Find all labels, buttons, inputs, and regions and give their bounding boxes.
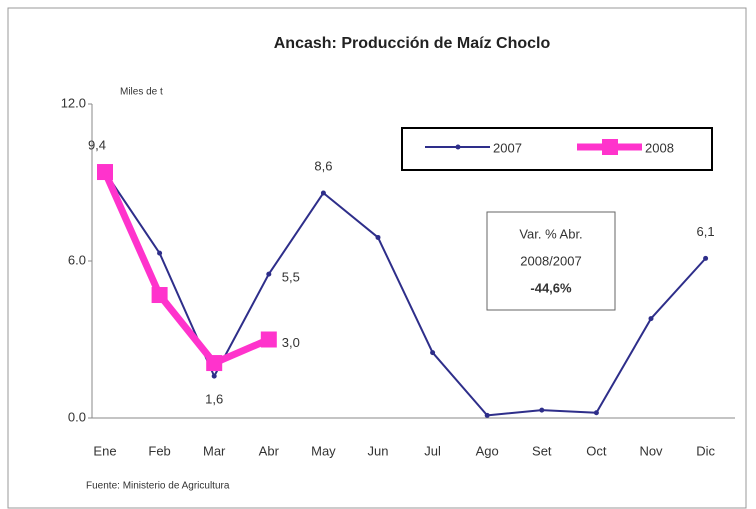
- data-label: 3,0: [282, 335, 300, 350]
- x-tick-label: Ene: [93, 443, 116, 458]
- point: [260, 331, 277, 348]
- point: [211, 373, 217, 379]
- legend-marker: [602, 139, 618, 155]
- x-tick-label: Nov: [639, 443, 663, 458]
- x-tick-label: Jul: [424, 443, 441, 458]
- x-tick-label: May: [311, 443, 336, 458]
- x-tick-label: Jun: [368, 443, 389, 458]
- legend-marker: [455, 144, 461, 150]
- point: [484, 412, 490, 418]
- x-tick-label: Dic: [696, 443, 715, 458]
- series-line: [101, 170, 271, 367]
- y-tick-label: 6.0: [68, 252, 86, 267]
- legend-label: 2007: [493, 140, 522, 155]
- data-label: 5,5: [282, 270, 300, 285]
- x-tick-label: Ago: [476, 443, 499, 458]
- annotation: 2008/2007: [520, 253, 581, 268]
- annotation: Var. % Abr.: [519, 226, 582, 241]
- x-tick-label: Set: [532, 443, 552, 458]
- data-label: 9,4: [88, 137, 106, 152]
- y-axis-label: Miles de t: [120, 87, 163, 98]
- source: Fuente: Ministerio de Agricultura: [86, 481, 230, 492]
- point: [157, 250, 163, 256]
- point: [375, 234, 381, 240]
- y-tick-label: 12.0: [61, 95, 86, 110]
- x-tick-label: Oct: [586, 443, 607, 458]
- point: [648, 316, 654, 322]
- point: [539, 407, 545, 413]
- point: [320, 190, 326, 196]
- point: [97, 164, 113, 181]
- frame: [7, 7, 747, 509]
- data-label: 8,6: [314, 158, 332, 173]
- point: [151, 287, 168, 304]
- point: [593, 410, 599, 416]
- chart-title: Ancash: Producción de Maíz Choclo: [274, 35, 551, 52]
- legend-box: [401, 127, 713, 171]
- legend-label: 2008: [645, 140, 674, 155]
- data-label: 1,6: [205, 392, 223, 407]
- annotation: -44,6%: [530, 280, 572, 295]
- x-tick-label: Abr: [259, 443, 280, 458]
- annotation-box: [486, 211, 616, 311]
- x-tick-label: Mar: [203, 443, 226, 458]
- point: [266, 271, 272, 277]
- x-tick-label: Feb: [148, 443, 170, 458]
- point: [206, 355, 223, 372]
- y-tick-label: 0.0: [68, 409, 86, 424]
- point: [703, 255, 709, 261]
- data-label: 6,1: [697, 224, 715, 239]
- point: [430, 350, 436, 356]
